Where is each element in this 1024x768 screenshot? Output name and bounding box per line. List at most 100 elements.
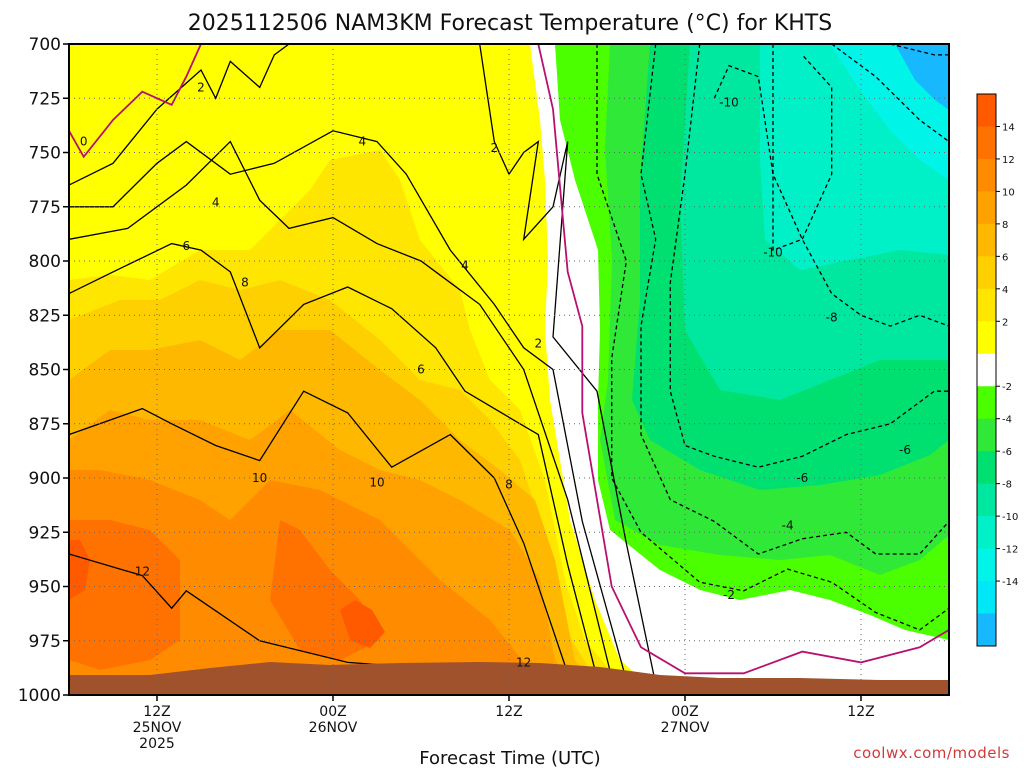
contour-label: 6 — [183, 239, 191, 253]
contour-label: -6 — [899, 443, 911, 457]
colorbar-swatch — [977, 516, 996, 550]
colorbar-swatch — [977, 613, 996, 647]
x-tick-label: 12Z — [495, 704, 522, 720]
contour-line--2 — [596, 44, 949, 631]
x-tick-label: 00Z — [319, 704, 346, 720]
contour-label: 10 — [369, 475, 384, 489]
contour-line-6 — [69, 140, 613, 678]
contour-line-2 — [69, 44, 290, 186]
y-tick-label: 1000 — [18, 686, 61, 706]
y-tick-label: 775 — [29, 198, 61, 218]
x-tick-label: 00Z — [671, 704, 698, 720]
x-axis-label: Forecast Time (UTC) — [419, 748, 600, 768]
colorbar-swatch — [977, 386, 996, 420]
colorbar-label: 14 — [1002, 122, 1015, 133]
colorbar-swatch — [977, 451, 996, 485]
contour-label: 12 — [516, 655, 531, 669]
y-tick-label: 850 — [29, 361, 61, 381]
colorbar-label: -4 — [1002, 415, 1012, 426]
colorbar-swatch — [977, 158, 996, 192]
contour-line--10 — [713, 54, 833, 252]
colorbar-label: -6 — [1002, 447, 1012, 458]
contour-label: -4 — [782, 519, 794, 533]
colorbar-label: -10 — [1002, 512, 1018, 523]
y-tick-label: 700 — [29, 35, 61, 55]
colorbar-swatch — [977, 418, 996, 452]
grid-lines — [69, 44, 949, 695]
contour-line-0 — [69, 44, 202, 159]
contour-line-0b — [537, 44, 949, 675]
y-tick-label: 925 — [29, 523, 61, 543]
fill-region-neg16 — [895, 44, 949, 110]
x-tick-label: 27NOV — [661, 720, 710, 736]
contour-label: 8 — [505, 478, 513, 492]
colorbar-swatch — [977, 256, 996, 290]
contour-label: 0 — [80, 135, 88, 149]
x-tick-label: 2025 — [139, 736, 175, 752]
y-tick-label: 825 — [29, 306, 61, 326]
contour-line-2b — [479, 44, 657, 685]
contour-line--6 — [669, 44, 949, 468]
colorbar-swatch — [977, 353, 996, 387]
temperature-fill-regions — [69, 44, 949, 695]
colorbar-swatch — [977, 483, 996, 517]
colorbar-swatch — [977, 321, 996, 355]
contour-label: 12 — [135, 564, 150, 578]
colorbar-swatch — [977, 288, 996, 322]
colorbar-swatch — [977, 581, 996, 615]
colorbar-label: 8 — [1002, 220, 1008, 231]
contour-line--14 — [890, 44, 949, 56]
colorbar-label: -14 — [1002, 577, 1018, 588]
contour-line--4 — [640, 44, 949, 555]
contour-label: 2 — [491, 141, 499, 155]
contour-label: -8 — [826, 310, 838, 324]
colorbar-frame — [976, 93, 997, 647]
colorbar-label: 2 — [1002, 317, 1008, 328]
x-tick-label: 12Z — [847, 704, 874, 720]
fill-region-pos16 — [340, 600, 385, 648]
contour-line--8 — [772, 44, 949, 327]
contour-label: -2 — [723, 588, 735, 602]
contour-label: 6 — [417, 363, 425, 377]
contour-label: 4 — [461, 258, 469, 272]
colorbar-label: 12 — [1002, 155, 1015, 166]
y-tick-label: 725 — [29, 89, 61, 109]
colorbar-swatch — [977, 126, 996, 160]
colorbar-label: -8 — [1002, 480, 1012, 491]
contour-label: 4 — [359, 135, 367, 149]
y-tick-label: 875 — [29, 415, 61, 435]
contour-label: 10 — [252, 471, 267, 485]
x-tick-label: 25NOV — [133, 720, 182, 736]
contour-line-8 — [69, 242, 598, 678]
colorbar-label: -2 — [1002, 382, 1012, 393]
x-tick-label: 26NOV — [309, 720, 358, 736]
contour-line--12 — [831, 44, 949, 143]
colorbar-swatch — [977, 548, 996, 582]
credit-text: coolwx.com/models — [853, 744, 1010, 762]
colorbar-label: 10 — [1002, 187, 1015, 198]
colorbar-swatch — [977, 94, 996, 127]
contour-label: -6 — [796, 471, 808, 485]
y-tick-label: 975 — [29, 632, 61, 652]
colorbar: 14 12 10 8 6 4 2 -2 -4 -6 -8 -10 -12 -14 — [976, 93, 1018, 647]
y-tick-label: 750 — [29, 144, 61, 164]
terrain-ground — [69, 662, 949, 695]
contour-labels: 0 2 4 6 8 10 12 4 4 6 10 8 2 2 12 -10 -10 -8 -6 -6 -4 -2 — [80, 80, 911, 669]
contour-line-4 — [69, 130, 627, 680]
fill-region-pos14 — [69, 520, 180, 670]
colorbar-swatch — [977, 191, 996, 225]
contour-label: 2 — [197, 80, 205, 94]
colorbar-swatch — [977, 223, 996, 257]
contour-lines — [69, 44, 949, 685]
contour-label: 4 — [212, 195, 220, 209]
y-tick-label: 950 — [29, 578, 61, 598]
contour-label: -10 — [719, 96, 739, 110]
contour-label: 8 — [241, 276, 249, 290]
y-axis: 700 725 750 775 800 825 850 875 900 925 950 975 1000 — [18, 35, 69, 706]
y-tick-label: 800 — [29, 252, 61, 272]
colorbar-label: 6 — [1002, 252, 1008, 263]
contour-label: -10 — [763, 245, 783, 259]
colorbar-label: 4 — [1002, 285, 1008, 296]
